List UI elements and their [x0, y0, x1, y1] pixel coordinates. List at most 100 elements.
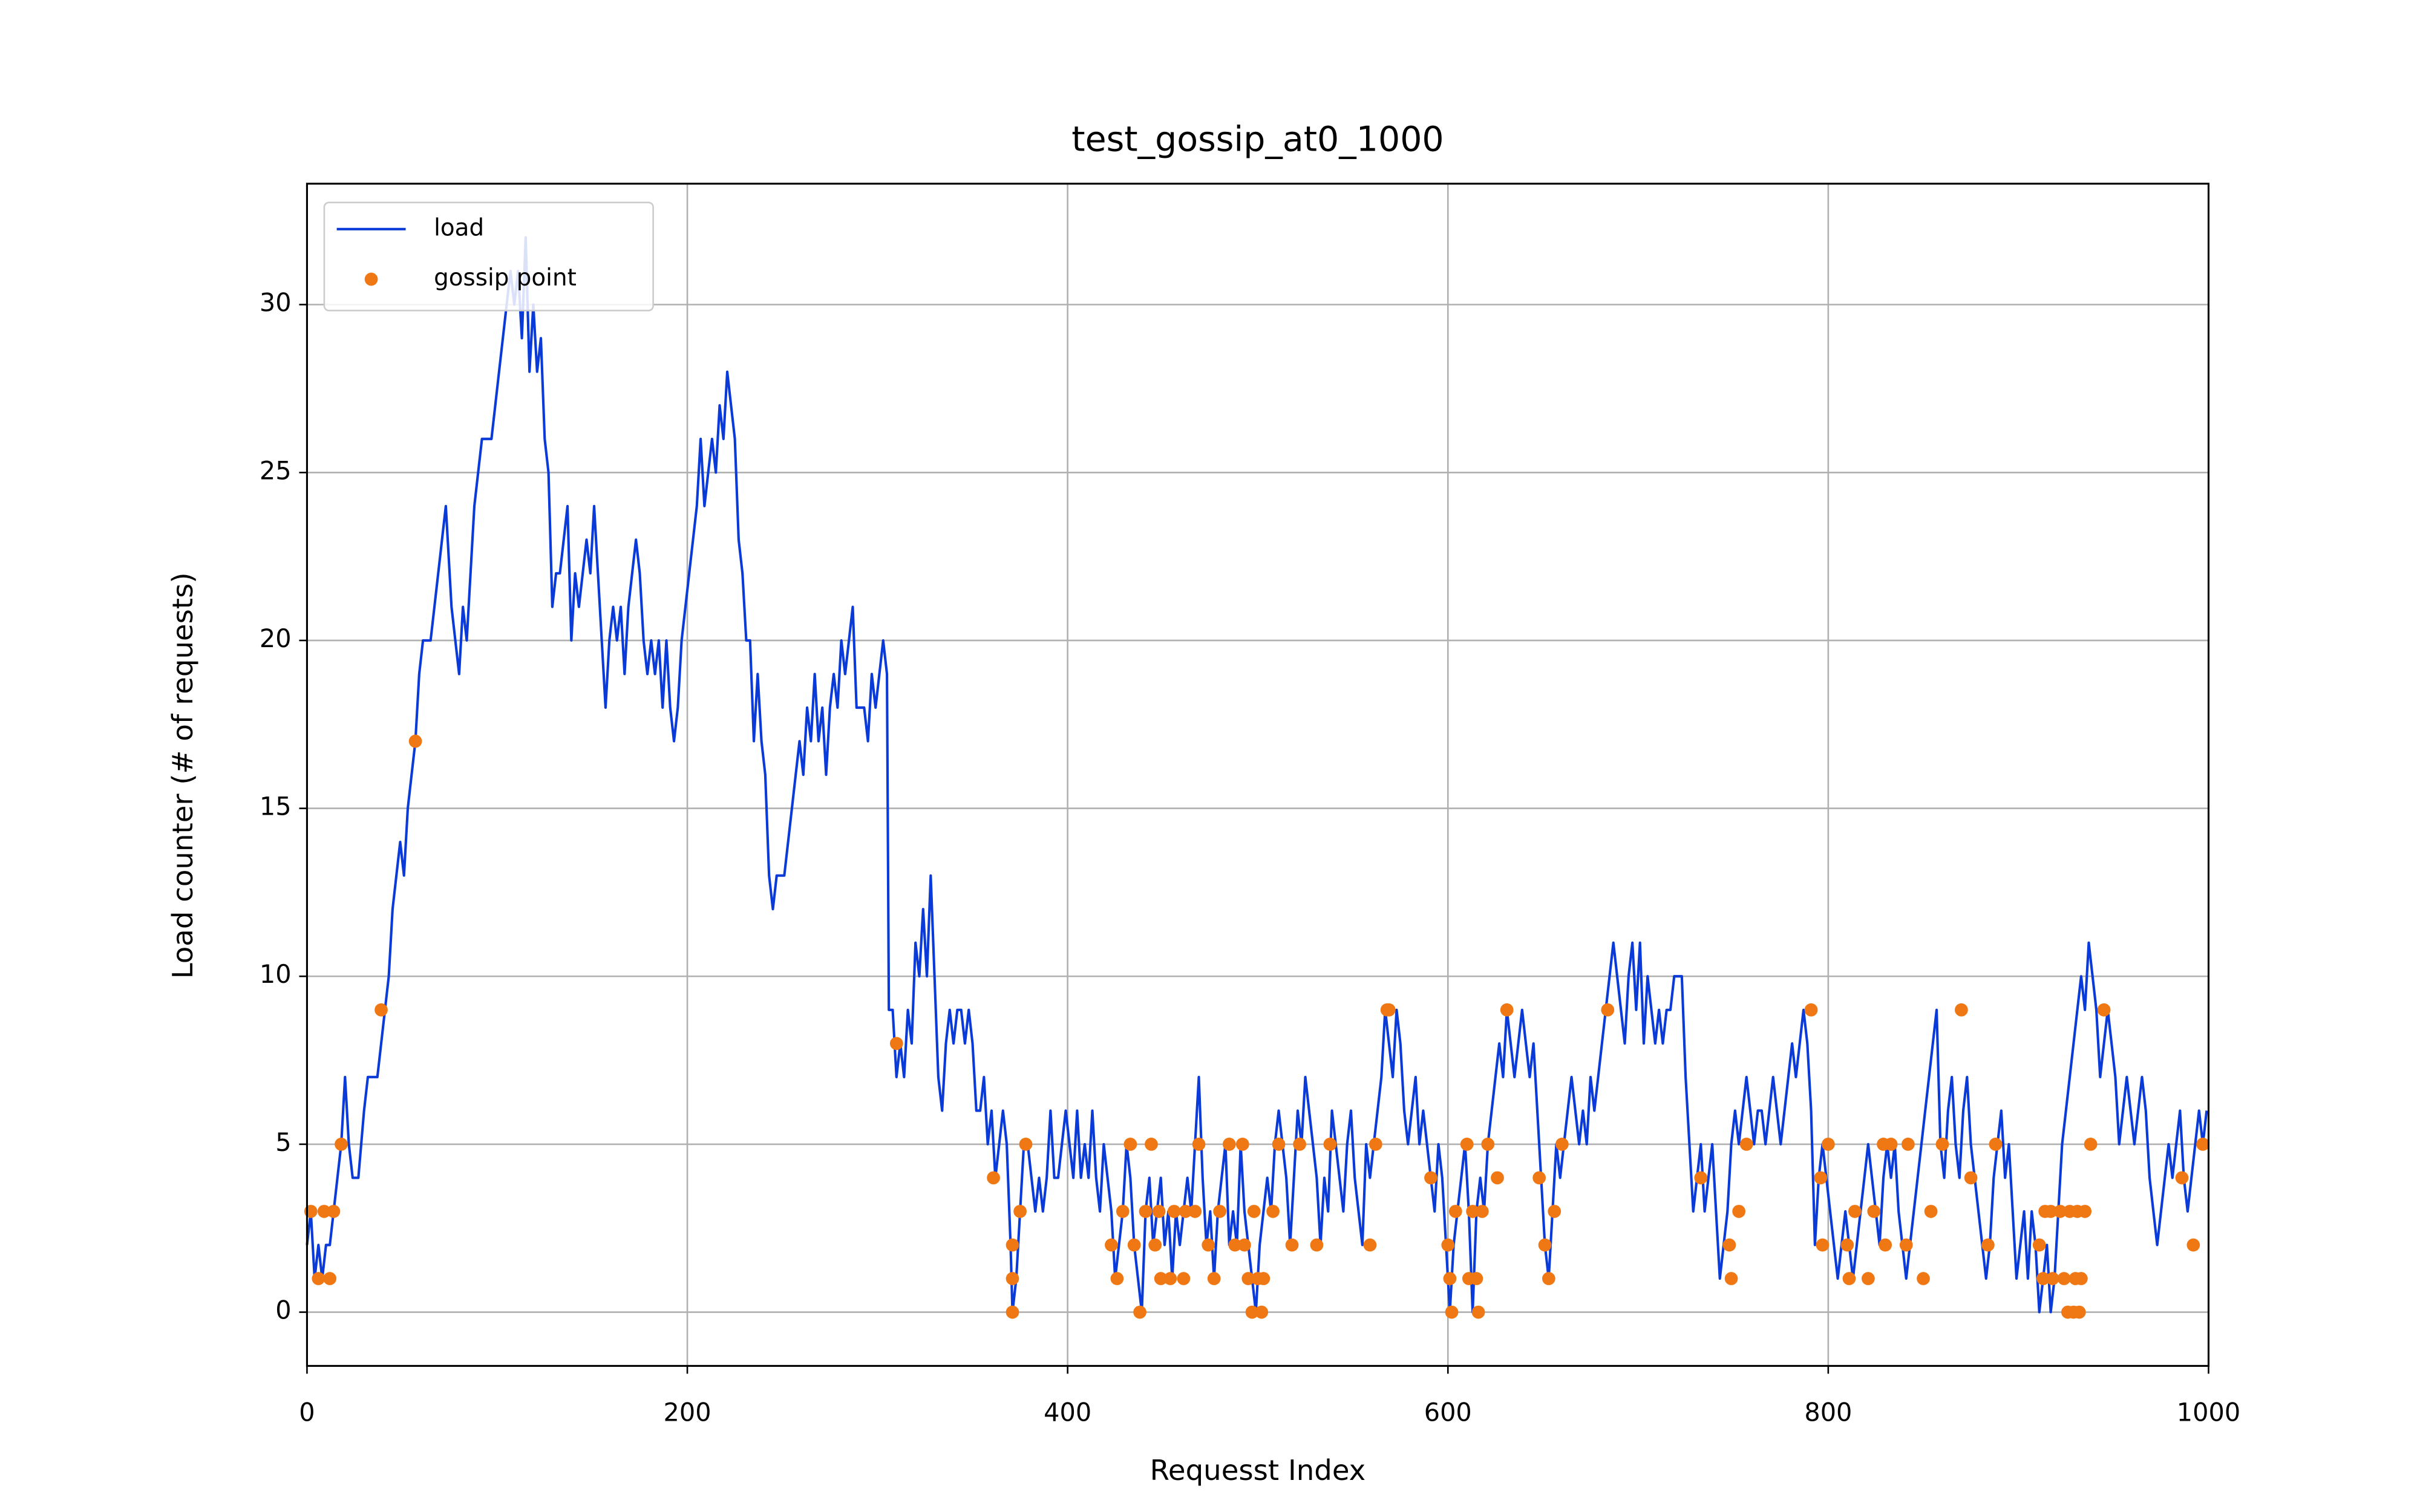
gossip-point [1862, 1272, 1875, 1285]
x-tick-label: 1000 [2177, 1398, 2240, 1427]
gossip-point [1481, 1138, 1495, 1151]
gossip-point [1285, 1238, 1299, 1252]
gossip-point [2078, 1205, 2092, 1218]
gossip-point [1123, 1138, 1137, 1151]
gossip-point [1739, 1138, 1753, 1151]
legend-label: gossip point [434, 264, 577, 292]
gossip-point [1222, 1138, 1236, 1151]
gossip-point [1323, 1138, 1337, 1151]
gossip-point [1213, 1205, 1226, 1218]
gossip-point [2044, 1205, 2058, 1218]
gossip-point [408, 734, 422, 748]
gossip-point [1163, 1272, 1177, 1285]
gossip-point [1006, 1272, 1019, 1285]
gossip-point [1006, 1238, 1019, 1252]
gossip-point [1840, 1238, 1854, 1252]
gossip-point [1491, 1171, 1504, 1185]
gossip-point [1538, 1238, 1552, 1252]
gossip-point [317, 1205, 331, 1218]
gossip-point [1804, 1003, 1818, 1017]
y-tick-label: 30 [260, 288, 292, 318]
gossip-point [1116, 1205, 1130, 1218]
gossip-point [2186, 1238, 2200, 1252]
gossip-point [1013, 1205, 1027, 1218]
gossip-point [1245, 1305, 1259, 1319]
gossip-point [2084, 1138, 2098, 1151]
gossip-point [1441, 1238, 1455, 1252]
legend-label: load [434, 214, 484, 241]
legend-box [323, 201, 654, 311]
gossip-point [1722, 1238, 1736, 1252]
gossip-point [1989, 1138, 2003, 1151]
gossip-point [1363, 1238, 1377, 1252]
gossip-point [374, 1003, 388, 1017]
gossip-point [1867, 1205, 1881, 1218]
gossip-point [889, 1037, 903, 1051]
gossip-point [1899, 1238, 1913, 1252]
y-tick-label: 20 [260, 624, 292, 653]
gossip-point [1382, 1003, 1396, 1017]
gossip-point [1238, 1238, 1251, 1252]
gossip-point [2097, 1003, 2111, 1017]
gossip-point [1139, 1205, 1153, 1218]
x-tick-label: 800 [1804, 1398, 1852, 1427]
gossip-point [1247, 1205, 1261, 1218]
gossip-point [1448, 1205, 1462, 1218]
y-tick-label: 10 [260, 960, 292, 989]
gossip-point [1822, 1138, 1835, 1151]
gossip-point [1542, 1272, 1555, 1285]
gossip-point [1694, 1171, 1708, 1185]
gossip-point [1475, 1205, 1489, 1218]
gossip-point [1369, 1138, 1382, 1151]
gossip-point [1179, 1205, 1192, 1218]
chart-title: test_gossip_at0_1000 [1071, 119, 1444, 159]
gossip-point [1935, 1138, 1949, 1151]
gossip-point [2075, 1272, 2088, 1285]
gossip-point [1471, 1305, 1485, 1319]
gossip-point [1555, 1138, 1569, 1151]
y-tick-label: 15 [260, 792, 292, 821]
gossip-point [1167, 1205, 1181, 1218]
gossip-point [1848, 1205, 1862, 1218]
gossip-point [2072, 1305, 2086, 1319]
gossip-point [1272, 1138, 1286, 1151]
y-axis-label: Load counter (# of requests) [166, 572, 199, 979]
y-tick-label: 5 [275, 1128, 291, 1157]
y-tick-label: 25 [260, 456, 292, 485]
gossip-point [2057, 1272, 2071, 1285]
gossip-point [1732, 1205, 1746, 1218]
gossip-point [1955, 1003, 1968, 1017]
x-tick-label: 0 [299, 1398, 315, 1427]
gossip-point [1981, 1238, 1995, 1252]
gossip-point [2036, 1272, 2050, 1285]
gossip-point [1293, 1138, 1306, 1151]
gossip-point [1202, 1238, 1215, 1252]
x-tick-label: 400 [1044, 1398, 1091, 1427]
gossip-point [1257, 1272, 1270, 1285]
gossip-point [1466, 1205, 1480, 1218]
gossip-point [323, 1272, 337, 1285]
x-axis-label: Requesst Index [1150, 1454, 1366, 1487]
y-tick-label: 0 [275, 1296, 291, 1325]
gossip-point [2053, 1205, 2067, 1218]
gossip-point [1310, 1238, 1324, 1252]
gossip-point [1601, 1003, 1615, 1017]
gossip-point [1177, 1272, 1191, 1285]
line [306, 236, 2208, 1314]
gossip-point [1443, 1272, 1457, 1285]
gossip-point [1500, 1003, 1514, 1017]
gossip-point [2046, 1272, 2059, 1285]
gossip-point [1006, 1305, 1019, 1319]
gossip-point [1110, 1272, 1124, 1285]
gossip-point [1188, 1205, 1202, 1218]
gossip-point [1445, 1305, 1459, 1319]
gossip-point [1019, 1138, 1033, 1151]
gossip-point [1127, 1238, 1141, 1252]
gossip-point [987, 1171, 1000, 1185]
gossip-point [1235, 1138, 1249, 1151]
gossip-point [1207, 1272, 1221, 1285]
gossip-point [1964, 1171, 1978, 1185]
gossip-point [1148, 1238, 1162, 1252]
